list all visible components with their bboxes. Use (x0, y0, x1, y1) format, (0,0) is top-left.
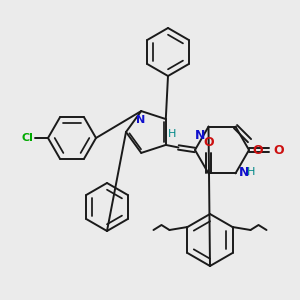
Text: O: O (253, 144, 263, 157)
Text: H: H (247, 167, 255, 177)
Text: N: N (238, 166, 249, 179)
Text: N: N (136, 115, 145, 125)
Text: Cl: Cl (21, 133, 33, 143)
Text: O: O (203, 136, 214, 149)
Text: O: O (273, 143, 284, 157)
Text: H: H (168, 130, 177, 140)
Text: N: N (195, 129, 206, 142)
